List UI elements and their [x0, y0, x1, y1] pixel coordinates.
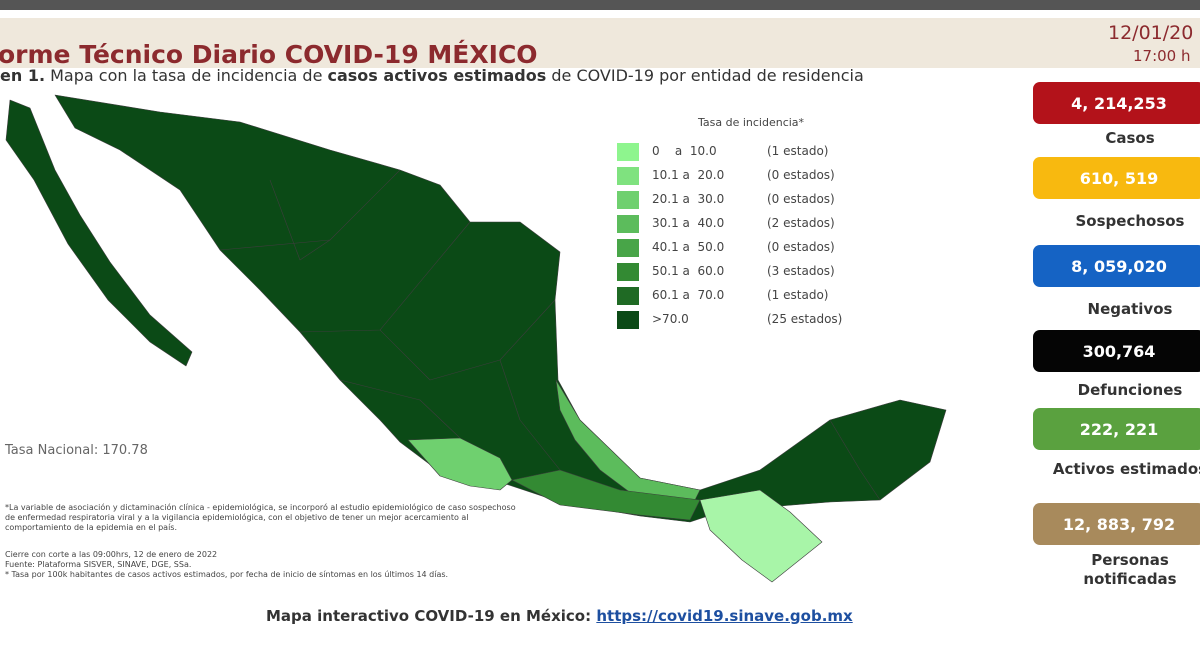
stat-value: 222, 221	[1033, 408, 1200, 450]
border	[339, 379, 461, 439]
region-michoacan-guerrero	[407, 437, 513, 491]
subtitle-part: en 1.	[0, 66, 46, 85]
time: 17:00 h	[1133, 47, 1191, 65]
legend-swatch	[617, 311, 639, 329]
legend-count: (0 estados)	[767, 240, 835, 254]
border	[379, 299, 556, 381]
border	[499, 359, 561, 471]
footer: Mapa interactivo COVID-19 en México: htt…	[266, 607, 853, 625]
legend-swatch	[617, 215, 639, 233]
legend-count: (1 estado)	[767, 144, 829, 158]
top-bar	[0, 0, 1200, 10]
subtitle-part: de COVID-19 por entidad de residencia	[546, 66, 864, 85]
footnote: Fuente: Plataforma SISVER, SINAVE, DGE, …	[5, 560, 192, 569]
legend-range: 10.1 a 20.0	[652, 168, 725, 182]
footer-text: Mapa interactivo COVID-19 en México:	[266, 607, 592, 625]
legend-range: 40.1 a 50.0	[652, 240, 725, 254]
legend-range: 30.1 a 40.0	[652, 216, 725, 230]
legend-swatch	[617, 263, 639, 281]
stat-value: 12, 883, 792	[1033, 503, 1200, 545]
stat-value: 8, 059,020	[1033, 245, 1200, 287]
legend-count: (0 estados)	[767, 192, 835, 206]
stat-label: Casos	[1105, 129, 1155, 147]
subtitle-part: casos activos estimados	[327, 66, 547, 85]
footnote: *La variable de asociación y dictaminaci…	[5, 503, 516, 532]
header-band	[0, 18, 1200, 68]
subtitle-part: Mapa con la tasa de incidencia de	[45, 66, 328, 85]
legend-range: 50.1 a 60.0	[652, 264, 725, 278]
legend-swatch	[617, 143, 639, 161]
legend-swatch	[617, 287, 639, 305]
state-borders	[219, 169, 881, 501]
legend-title: Tasa de incidencia*	[698, 116, 805, 129]
legend-count: (1 estado)	[767, 288, 829, 302]
stat-label: Defunciones	[1077, 381, 1183, 399]
national-rate: Tasa Nacional: 170.78	[5, 443, 148, 458]
stat-value: 610, 519	[1033, 157, 1200, 199]
region-chiapas	[699, 489, 823, 583]
legend-count: (25 estados)	[767, 312, 843, 326]
stat-label: Activos estimados	[1052, 460, 1200, 478]
legend-range: >70.0	[652, 312, 689, 326]
mainland	[54, 94, 947, 523]
stat-label: Negativos	[1087, 300, 1173, 318]
stat-label: Sospechosos	[1075, 212, 1185, 230]
title: orme Técnico Diario COVID-19 MÉXICO	[0, 40, 538, 69]
stat-value: 4, 214,253	[1033, 82, 1200, 124]
legend-count: (2 estados)	[767, 216, 835, 230]
region-oaxaca	[511, 469, 701, 521]
legend-range: 20.1 a 30.0	[652, 192, 725, 206]
subtitle: en 1. Mapa con la tasa de incidencia de …	[0, 66, 864, 85]
legend-count: (3 estados)	[767, 264, 835, 278]
legend-swatch	[617, 191, 639, 209]
map	[5, 94, 947, 583]
legend-range: 0 a 10.0	[652, 144, 717, 158]
stat-value: 300,764	[1033, 330, 1200, 372]
date: 12/01/20	[1108, 22, 1194, 44]
legend-swatch	[617, 239, 639, 257]
border	[829, 419, 881, 501]
legend-range: 60.1 a 70.0	[652, 288, 725, 302]
baja-california	[5, 99, 193, 367]
legend-count: (0 estados)	[767, 168, 835, 182]
footnote: Cierre con corte a las 09:00hrs, 12 de e…	[5, 550, 218, 559]
footnote: * Tasa por 100k habitantes de casos acti…	[5, 570, 449, 579]
legend-swatch	[617, 167, 639, 185]
stat-label: Personas notificadas	[1083, 551, 1177, 588]
border	[269, 179, 331, 261]
footer-link[interactable]: https://covid19.sinave.gob.mx	[596, 607, 853, 625]
